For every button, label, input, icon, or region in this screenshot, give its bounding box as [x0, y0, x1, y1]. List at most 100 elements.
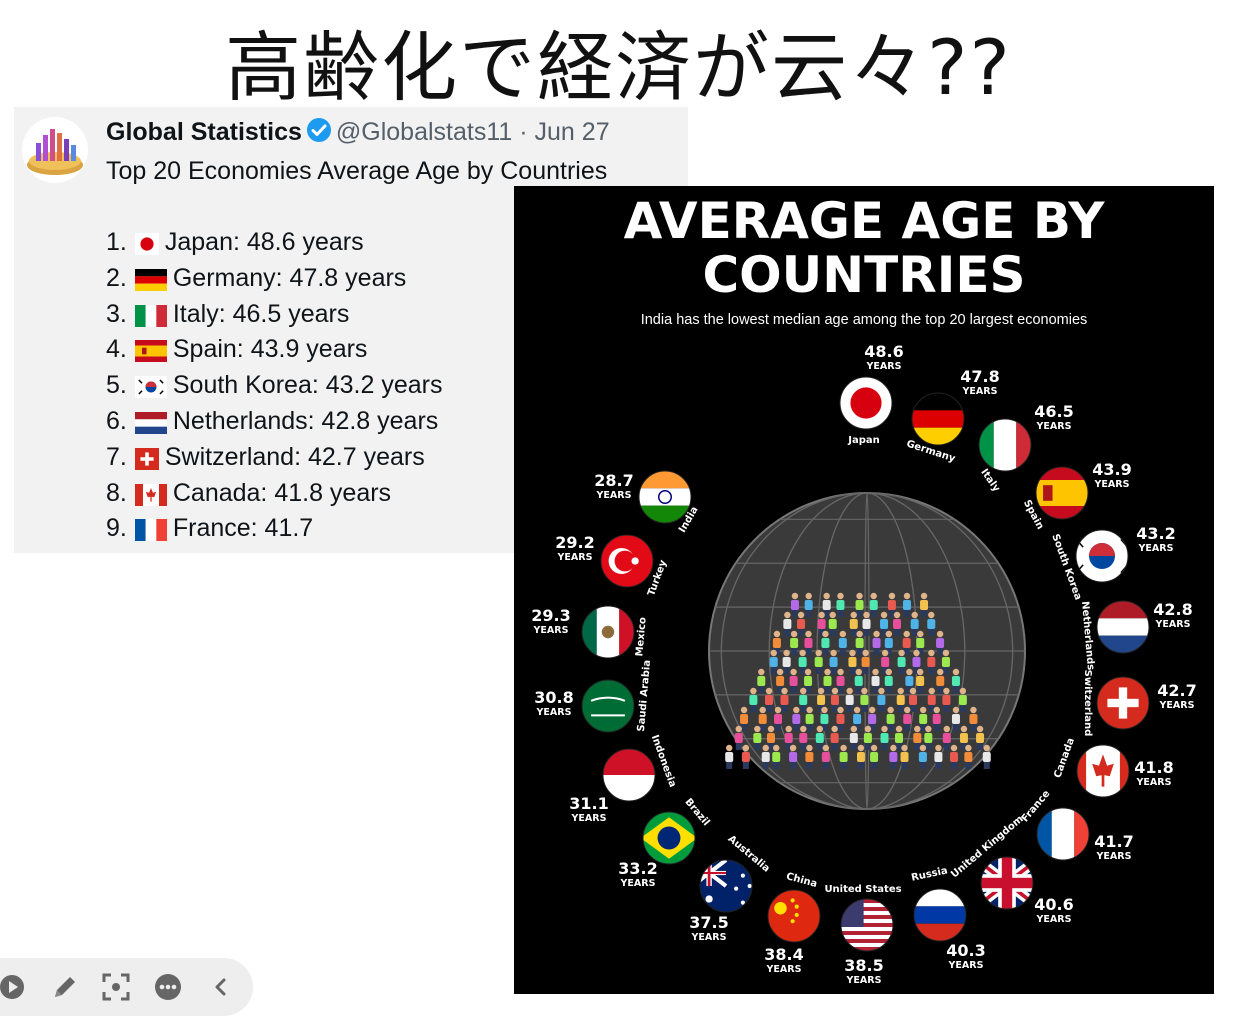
age-unit: YEARS [1136, 777, 1172, 788]
age-unit: YEARS [1094, 479, 1130, 490]
age-unit: YEARS [1036, 914, 1072, 925]
list-rank: 9. [106, 514, 127, 543]
avatar[interactable] [22, 117, 88, 183]
switzerland-flag-icon [134, 445, 159, 479]
focus-icon[interactable] [100, 971, 132, 1003]
country-label: China [785, 871, 819, 890]
list-item: 6. Netherlands: 42.8 years [106, 404, 442, 440]
uk-flag-icon [981, 857, 1033, 909]
tweet-text: Top 20 Economies Average Age by Countrie… [106, 157, 608, 185]
country-label: Japan [847, 435, 880, 446]
india-flag-icon [639, 471, 691, 523]
usa-flag-icon [841, 899, 893, 951]
age-unit: YEARS [846, 975, 882, 986]
list-item: 3. Italy: 46.5 years [106, 297, 442, 333]
age-value: 30.8 [534, 688, 573, 707]
country-label: Russia [910, 865, 948, 883]
list-rank: 4. [106, 335, 127, 364]
list-item: 2. Germany: 47.8 years [106, 261, 442, 297]
age-unit: YEARS [691, 932, 727, 943]
age-unit: YEARS [1036, 421, 1072, 432]
age-unit: YEARS [1155, 619, 1191, 630]
country-label: Saudi Arabia [636, 659, 653, 732]
infographic: AVERAGE AGE BY COUNTRIES India has the low… [514, 186, 1214, 994]
canada-flag-icon [134, 481, 167, 515]
age-unit: YEARS [571, 813, 607, 824]
list-rank: 8. [106, 478, 127, 507]
age-value: 40.6 [1034, 895, 1073, 914]
account-name[interactable]: Global Statistics [106, 118, 302, 146]
infographic-title-line1: AVERAGE AGE BY [624, 192, 1106, 250]
list-item: 5. South Korea: 43.2 years [106, 368, 442, 404]
age-unit: YEARS [557, 552, 593, 563]
list-text: South Korea: 43.2 years [172, 371, 443, 400]
play-icon[interactable] [0, 971, 28, 1003]
spain-flag-icon [134, 337, 167, 371]
france-flag-icon [134, 516, 167, 550]
age-unit: YEARS [596, 490, 632, 501]
list-text: Italy: 46.5 years [172, 299, 350, 328]
list-rank: 3. [106, 299, 127, 328]
list-text: Japan: 48.6 years [164, 228, 364, 256]
list-text: Netherlands: 42.8 years [172, 406, 439, 435]
ranking-list: 1. Japan: 48.6 years 2. Germany: 47.8 years… [106, 225, 442, 547]
age-value: 47.8 [960, 367, 999, 386]
account-handle[interactable]: @Globalstats11 [335, 118, 513, 146]
age-value: 46.5 [1034, 402, 1073, 421]
netherlands-flag-icon [134, 409, 167, 443]
more-icon[interactable] [152, 971, 184, 1003]
list-text: Switzerland: 42.7 years [164, 442, 425, 471]
country-label: Canada [1052, 737, 1077, 780]
list-item: 8. Canada: 41.8 years [106, 476, 442, 512]
pen-icon[interactable] [49, 971, 81, 1003]
age-unit: YEARS [866, 361, 902, 372]
japan-flag-icon [134, 230, 159, 264]
verified-badge-icon [306, 117, 332, 150]
age-value: 29.3 [531, 606, 570, 625]
age-unit: YEARS [620, 878, 656, 889]
country-label: Switzerland [1082, 670, 1093, 737]
age-unit: YEARS [533, 625, 569, 636]
list-item: 7. Switzerland: 42.7 years [106, 440, 442, 476]
italy-flag-icon [134, 302, 167, 336]
russia-flag-icon [914, 889, 966, 941]
spain-flag-icon [1036, 467, 1088, 519]
presentation-toolbar [0, 958, 253, 1016]
brazil-flag-icon [643, 812, 695, 864]
tweet-date[interactable]: Jun 27 [534, 118, 610, 146]
crowd-illustration [725, 592, 991, 769]
list-text: Germany: 47.8 years [172, 263, 407, 292]
infographic-title-line2: COUNTRIES [702, 246, 1025, 304]
country-label: Italy [978, 467, 1002, 494]
chevron-left-icon[interactable] [205, 971, 237, 1003]
japan-flag-icon [840, 377, 892, 429]
age-unit: YEARS [766, 964, 802, 975]
age-value: 38.4 [764, 945, 803, 964]
list-item: 4. Spain: 43.9 years [106, 332, 442, 368]
germany-flag-icon [134, 266, 167, 300]
italy-flag-icon [979, 419, 1031, 471]
france-flag-icon [1037, 808, 1089, 860]
country-label: Mexico [634, 617, 648, 657]
age-value: 40.3 [946, 941, 985, 960]
mexico-flag-icon [582, 606, 634, 658]
age-value: 33.2 [618, 859, 657, 878]
canada-flag-icon [1077, 745, 1129, 797]
age-value: 42.7 [1157, 681, 1196, 700]
age-value: 38.5 [844, 956, 883, 975]
list-text: Spain: 43.9 years [172, 335, 368, 364]
